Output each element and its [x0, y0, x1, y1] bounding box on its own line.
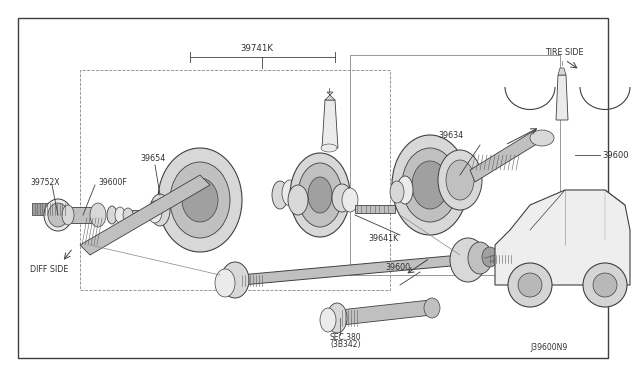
Ellipse shape — [438, 150, 482, 210]
Ellipse shape — [424, 298, 440, 318]
Ellipse shape — [148, 201, 162, 223]
Ellipse shape — [115, 207, 125, 223]
Text: 39752X: 39752X — [30, 177, 60, 186]
Polygon shape — [322, 100, 338, 148]
Polygon shape — [558, 68, 566, 75]
Polygon shape — [340, 300, 432, 325]
Ellipse shape — [327, 303, 347, 333]
Ellipse shape — [390, 181, 404, 203]
Bar — [350, 55, 560, 275]
Ellipse shape — [412, 161, 448, 209]
Ellipse shape — [397, 176, 413, 204]
Text: TIRE SIDE: TIRE SIDE — [545, 48, 584, 57]
Ellipse shape — [332, 184, 352, 212]
Ellipse shape — [170, 162, 230, 238]
Ellipse shape — [518, 273, 542, 297]
Bar — [80, 70, 390, 290]
Ellipse shape — [123, 208, 133, 222]
Ellipse shape — [221, 262, 249, 298]
Ellipse shape — [321, 144, 337, 152]
Ellipse shape — [530, 130, 554, 146]
Ellipse shape — [150, 194, 170, 226]
Text: 39741K: 39741K — [240, 44, 273, 52]
Ellipse shape — [508, 263, 552, 307]
Ellipse shape — [288, 185, 308, 215]
Bar — [32, 203, 67, 215]
Polygon shape — [240, 255, 462, 285]
Text: 39634: 39634 — [438, 131, 463, 140]
Text: 39600F: 39600F — [98, 177, 127, 186]
Ellipse shape — [182, 178, 218, 222]
Ellipse shape — [392, 135, 468, 235]
Text: 39600: 39600 — [385, 263, 410, 273]
Text: 39654: 39654 — [140, 154, 165, 163]
Ellipse shape — [468, 242, 492, 274]
Ellipse shape — [272, 181, 288, 209]
Ellipse shape — [62, 205, 74, 225]
Ellipse shape — [107, 206, 117, 224]
Text: J39600N9: J39600N9 — [530, 343, 567, 353]
Text: (3B342): (3B342) — [330, 340, 360, 350]
Polygon shape — [325, 92, 335, 100]
Ellipse shape — [44, 199, 72, 231]
Bar — [68, 207, 98, 223]
Bar — [130, 210, 140, 220]
Ellipse shape — [90, 203, 106, 227]
Ellipse shape — [450, 238, 486, 282]
Ellipse shape — [308, 177, 332, 213]
Ellipse shape — [583, 263, 627, 307]
Ellipse shape — [593, 273, 617, 297]
Bar — [355, 205, 395, 213]
Ellipse shape — [282, 180, 298, 206]
Ellipse shape — [290, 153, 350, 237]
Ellipse shape — [446, 160, 474, 200]
Text: 39641K: 39641K — [368, 234, 398, 243]
Ellipse shape — [320, 308, 336, 332]
Ellipse shape — [482, 247, 498, 267]
Ellipse shape — [402, 148, 458, 222]
Ellipse shape — [48, 203, 68, 227]
Ellipse shape — [342, 188, 358, 212]
Ellipse shape — [158, 148, 242, 252]
Polygon shape — [80, 175, 210, 255]
Polygon shape — [470, 130, 540, 182]
Text: 39600: 39600 — [602, 151, 628, 160]
Ellipse shape — [215, 269, 235, 297]
Polygon shape — [556, 75, 568, 120]
Ellipse shape — [298, 163, 342, 227]
Text: SEC.380: SEC.380 — [330, 334, 362, 343]
Polygon shape — [495, 190, 630, 285]
Text: DIFF SIDE: DIFF SIDE — [30, 266, 68, 275]
